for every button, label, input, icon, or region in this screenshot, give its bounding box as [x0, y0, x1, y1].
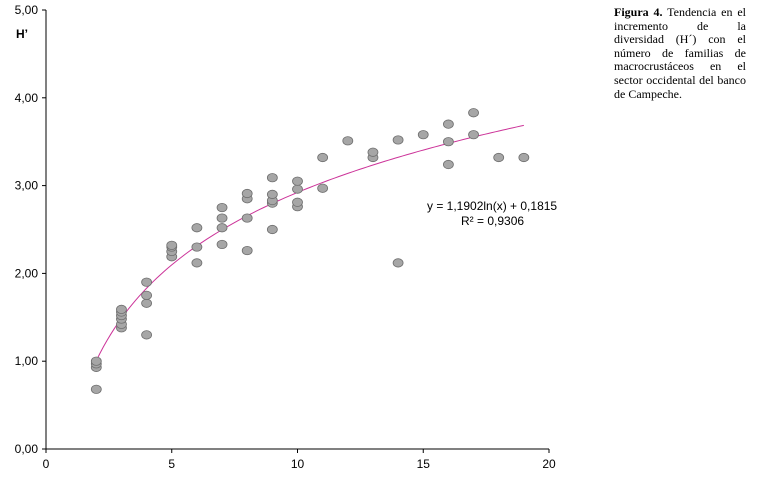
data-point [141, 290, 153, 300]
data-point [442, 137, 454, 147]
data-point [266, 173, 278, 183]
data-point [317, 183, 329, 193]
data-point [241, 213, 253, 223]
data-point [141, 330, 153, 340]
x-tick-label: 5 [168, 457, 175, 471]
y-tick-label: 0,00 [15, 442, 39, 456]
trendline [95, 124, 524, 361]
y-tick-label: 3,00 [15, 179, 39, 193]
data-point [216, 202, 228, 213]
data-point [292, 176, 303, 186]
y-tick-label: 1,00 [15, 354, 39, 368]
data-point [317, 152, 329, 163]
data-point [191, 258, 203, 268]
data-point [266, 224, 278, 235]
data-point [216, 239, 228, 250]
figure-caption-text: Tendencia en el incremento de la diversi… [614, 5, 746, 101]
axes [42, 9, 550, 453]
data-point [292, 197, 303, 207]
x-tick-label: 15 [417, 457, 431, 471]
data-point [90, 384, 102, 394]
scatter-chart: 0,00 1,00 2,00 3,00 4,00 5,00 0 5 10 15 20 H’ y = … [15, 3, 558, 471]
tick-labels: 0,00 1,00 2,00 3,00 4,00 5,00 0 5 10 15 20 [15, 3, 556, 471]
x-tick-label: 0 [43, 457, 50, 471]
trendline-r2: R² = 0,9306 [461, 214, 524, 228]
trendline-equation: y = 1,1902ln(x) + 0,1815 [427, 199, 557, 213]
x-tick-label: 20 [542, 457, 556, 471]
data-point [342, 136, 354, 146]
data-point [392, 258, 404, 268]
y-tick-label: 2,00 [15, 266, 39, 280]
data-point [493, 152, 505, 163]
data-point [241, 245, 253, 256]
y-axis-label: H’ [16, 27, 28, 41]
data-point [90, 356, 102, 366]
data-point [241, 188, 253, 199]
data-point [141, 277, 153, 287]
x-tick-label: 10 [291, 457, 305, 471]
data-point [216, 223, 228, 233]
data-point [468, 130, 479, 140]
data-point [116, 304, 127, 314]
data-point [417, 130, 429, 140]
y-tick-label: 5,00 [15, 3, 39, 17]
y-tick-label: 4,00 [15, 91, 39, 105]
figure-caption-label: Figura 4. [614, 5, 663, 19]
data-point [141, 298, 153, 308]
data-point [216, 213, 228, 223]
data-point [292, 184, 303, 194]
data-point [266, 189, 278, 199]
data-point [191, 242, 203, 252]
data-point [392, 135, 404, 145]
data-point [166, 240, 178, 250]
figure-caption: Figura 4. Tendencia en el incremento de … [614, 5, 746, 101]
data-point [191, 223, 203, 233]
data-point [468, 108, 479, 118]
data-point [518, 152, 530, 163]
data-point [367, 147, 379, 157]
data-points [90, 108, 530, 394]
data-point [442, 119, 454, 129]
data-point [442, 159, 454, 170]
